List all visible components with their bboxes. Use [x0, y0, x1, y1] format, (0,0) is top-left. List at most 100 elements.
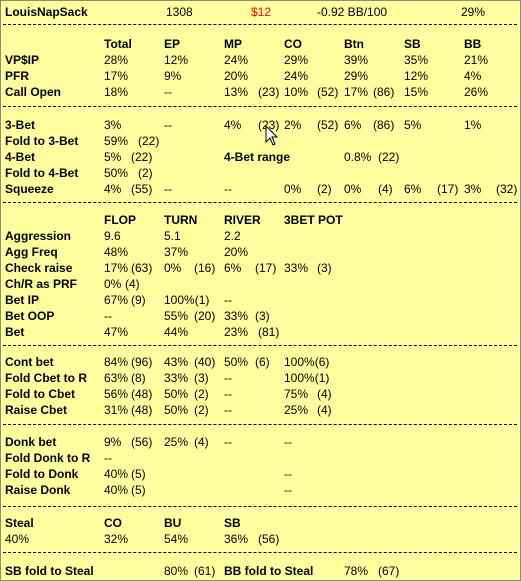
- hands-count: 1308: [166, 5, 193, 19]
- stat-value: --: [284, 467, 292, 481]
- stat-value: 5.1: [164, 229, 181, 243]
- stat-count: (40): [194, 355, 216, 369]
- stat-count: (20): [194, 309, 216, 323]
- check-raise-label: Check raise: [5, 261, 73, 275]
- stat-count: (55): [131, 182, 153, 196]
- fold-to-cbet-label: Fold to Cbet: [5, 387, 75, 401]
- bb-per-100: -0.92 BB/100: [317, 5, 388, 19]
- stat-value: 31%: [104, 403, 129, 417]
- stat-value: 9%: [104, 435, 122, 449]
- col-mp: MP: [224, 37, 242, 51]
- stat-count: (56): [258, 532, 280, 546]
- stat-value: 67%: [104, 293, 129, 307]
- stat-count: (8): [131, 371, 146, 385]
- stat-value: 63%: [104, 371, 129, 385]
- stat-count: (6): [255, 355, 270, 369]
- col-co: CO: [104, 516, 122, 530]
- stat-value: 33%: [284, 261, 309, 275]
- stat-count: (56): [131, 435, 153, 449]
- stat-value: 18%: [104, 85, 129, 99]
- bet-oop-label: Bet OOP: [5, 309, 55, 323]
- stat-value: 54%: [164, 532, 189, 546]
- squeeze-label: Squeeze: [5, 182, 54, 196]
- stat-value: 5%: [104, 150, 122, 164]
- stat-value: 47%: [104, 325, 129, 339]
- winnings: $12: [251, 5, 272, 19]
- stat-value: 55%: [164, 309, 189, 323]
- stat-value: 6%: [224, 261, 242, 275]
- stat-value: --: [284, 483, 292, 497]
- separator: [3, 106, 517, 107]
- col-bu: BU: [164, 516, 182, 530]
- col-sb: SB: [404, 37, 421, 51]
- stat-value: 32%: [104, 532, 129, 546]
- stat-value: 23%: [224, 325, 249, 339]
- stat-count: (32): [496, 182, 518, 196]
- stat-value: --: [104, 451, 112, 465]
- bet-label: Bet: [5, 325, 25, 339]
- stat-value: 50%: [164, 387, 189, 401]
- stat-value: 48%: [104, 245, 129, 259]
- stat-value: 33%: [224, 309, 249, 323]
- stat-value: 36%: [224, 532, 249, 546]
- col-total: Total: [104, 37, 132, 51]
- stat-count: (17): [437, 182, 459, 196]
- stat-count: (3): [194, 371, 209, 385]
- stat-value: 33%: [164, 371, 189, 385]
- col-turn: TURN: [164, 213, 198, 227]
- stat-value: 25%: [164, 435, 189, 449]
- separator: [3, 345, 517, 346]
- stat-value: 43%: [164, 355, 189, 369]
- separator: [3, 202, 517, 203]
- bet-ip-label: Bet IP: [5, 293, 40, 307]
- stat-value: 75%: [284, 387, 309, 401]
- vpip-label: VP$IP: [5, 53, 40, 67]
- stat-value: 84%: [104, 355, 129, 369]
- stat-value: 13%: [224, 85, 249, 99]
- stat-count: (16): [194, 261, 216, 275]
- pfr-label: PFR: [5, 69, 29, 83]
- stat-value: 2.2: [224, 229, 241, 243]
- stat-value: 4%: [104, 182, 122, 196]
- col-river: RIVER: [224, 213, 261, 227]
- stat-value: 44%: [164, 325, 189, 339]
- aggression-label: Aggression: [5, 229, 72, 243]
- stat-value: 0.8%: [344, 150, 372, 164]
- call-open-label: Call Open: [5, 85, 62, 99]
- donk-bet-label: Donk bet: [5, 435, 57, 449]
- stat-value: 29%: [344, 69, 369, 83]
- raise-cbet-label: Raise Cbet: [5, 403, 68, 417]
- stat-value: 29%: [284, 53, 309, 67]
- stat-count: (3): [317, 261, 332, 275]
- stat-value: 26%: [464, 85, 489, 99]
- fold-cbet-to-raise-label: Fold Cbet to R: [5, 371, 87, 385]
- raise-donk-label: Raise Donk: [5, 483, 71, 497]
- chr-as-prf-label: Ch/R as PRF: [5, 277, 78, 291]
- agg-freq-label: Agg Freq: [5, 245, 58, 259]
- separator: [3, 424, 517, 425]
- stat-value: 25%: [284, 403, 309, 417]
- stat-value: --: [164, 118, 172, 132]
- stat-value: 1%: [464, 118, 482, 132]
- stat-value: --: [224, 371, 232, 385]
- stat-value: 24%: [224, 53, 249, 67]
- stat-value: 50%: [164, 403, 189, 417]
- player-name[interactable]: LouisNapSack: [5, 5, 88, 19]
- stat-value: 37%: [164, 245, 189, 259]
- fold-to-donk-label: Fold to Donk: [5, 467, 79, 481]
- stat-value: 0%: [104, 277, 122, 291]
- stat-value: 9%: [164, 69, 182, 83]
- stat-count: (61): [194, 564, 216, 578]
- three-bet-label: 3-Bet: [5, 118, 36, 132]
- stat-value: 15%: [404, 85, 429, 99]
- stat-count: (3): [255, 309, 270, 323]
- bb-fold-to-steal-label: BB fold to Steal: [224, 564, 314, 578]
- stat-value: 0%: [284, 182, 302, 196]
- stat-value: 59%: [104, 134, 129, 148]
- stat-value: 28%: [104, 53, 129, 67]
- stat-value: 80%: [164, 564, 189, 578]
- sb-fold-to-steal-label: SB fold to Steal: [5, 564, 94, 578]
- stat-value: 17%: [104, 261, 129, 275]
- stat-count: (4): [317, 403, 332, 417]
- stat-value: 21%: [464, 53, 489, 67]
